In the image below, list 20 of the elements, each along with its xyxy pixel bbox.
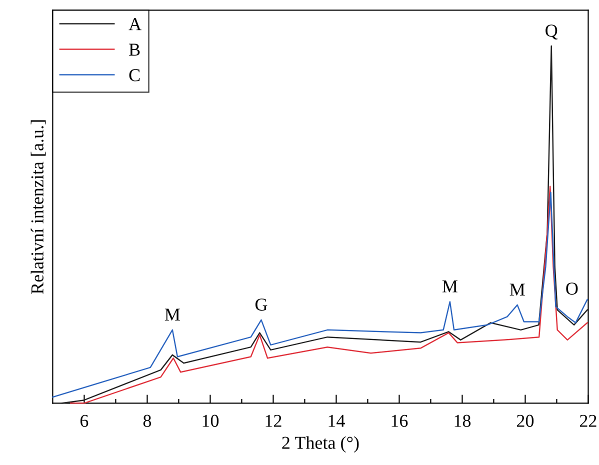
x-tick-label: 16: [392, 414, 408, 427]
x-tick-label: 6: [80, 414, 88, 427]
x-tick-label: 20: [516, 414, 534, 427]
annotation: Q: [546, 24, 558, 40]
legend-label: C: [129, 69, 140, 82]
x-axis-title: 2 Theta (°): [282, 436, 359, 453]
legend-label: B: [129, 44, 140, 56]
legend-label: A: [128, 18, 142, 30]
x-tick-label: 22: [580, 414, 596, 427]
annotation: G: [255, 298, 268, 311]
x-tick-label: 14: [328, 414, 345, 427]
x-tick-label: 18: [454, 414, 471, 427]
x-tick-label: 10: [202, 414, 219, 427]
annotation: O: [566, 282, 578, 295]
annotation: M: [510, 284, 525, 296]
x-tick-label: 12: [266, 414, 282, 427]
annotation: M: [164, 308, 180, 321]
annotation: M: [442, 280, 458, 292]
y-axis-title: Relativní intenzita [a.u.]: [30, 120, 46, 294]
x-tick-label: 8: [143, 414, 152, 427]
